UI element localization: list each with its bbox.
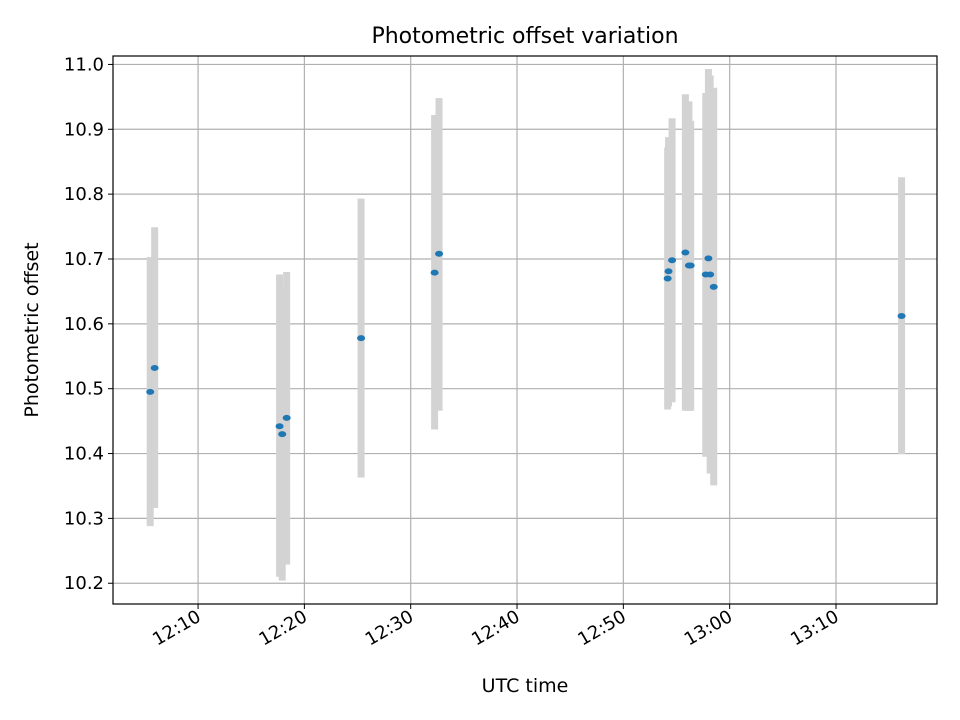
data-point: [706, 271, 715, 278]
y-axis-ticks: 10.2 10.3 10.4 10.5 10.6 10.7 10.8 10.9 11.0: [64, 54, 113, 594]
data-point: [709, 283, 718, 290]
data-point: [681, 249, 690, 256]
data-point: [146, 388, 155, 395]
data-point: [897, 313, 906, 320]
chart-title: Photometric offset variation: [371, 24, 678, 49]
data-point: [435, 250, 444, 257]
y-tick-label: 10.5: [64, 379, 104, 400]
y-tick-label: 10.4: [64, 444, 104, 465]
grid: [113, 56, 937, 604]
y-axis-label: Photometric offset: [21, 242, 43, 417]
data-point: [664, 268, 673, 275]
data-point: [282, 414, 291, 421]
data-point: [704, 255, 713, 262]
data-point: [686, 262, 695, 269]
y-tick-label: 10.2: [64, 573, 104, 594]
x-axis-label: UTC time: [482, 675, 569, 697]
data-point: [150, 364, 159, 371]
data-point: [278, 431, 287, 438]
y-tick-label: 10.6: [64, 314, 104, 335]
plot-area-frame: [112, 55, 938, 605]
data-markers: [146, 249, 906, 438]
y-tick-label: 11.0: [64, 54, 104, 75]
y-tick-label: 10.9: [64, 119, 104, 140]
data-point: [430, 269, 439, 276]
data-point: [668, 257, 677, 264]
y-tick-label: 10.8: [64, 184, 104, 205]
y-tick-label: 10.7: [64, 249, 104, 270]
data-point: [357, 335, 366, 342]
y-tick-label: 10.3: [64, 508, 104, 529]
data-point: [663, 275, 672, 282]
data-point: [275, 423, 284, 430]
